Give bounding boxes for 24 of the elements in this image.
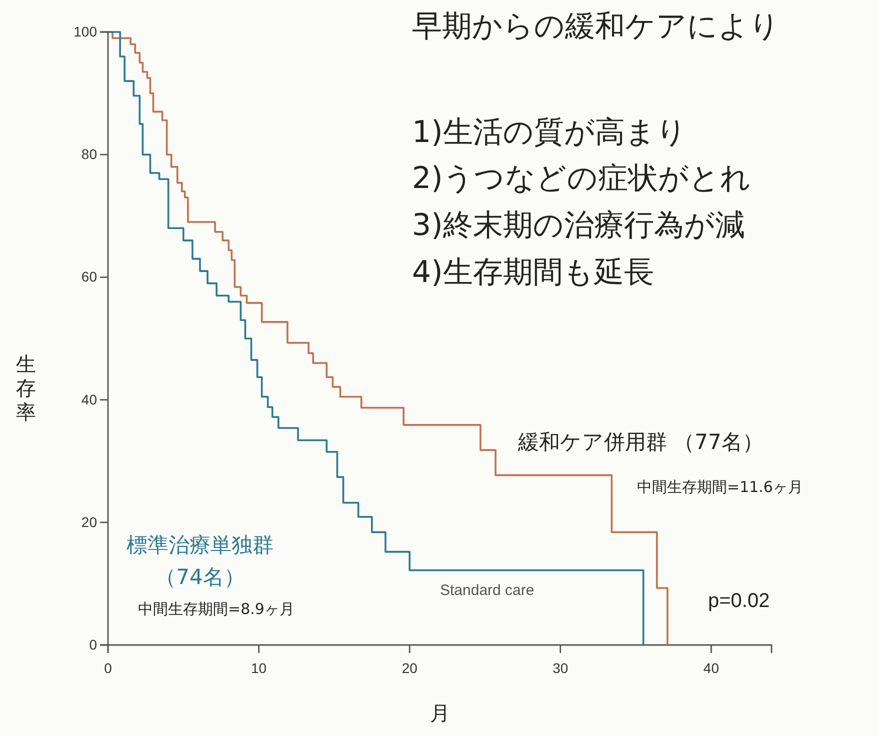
x-axis-title: 月 <box>428 700 451 727</box>
y-tick-label: 80 <box>81 146 98 162</box>
annotation: 1)生活の質が高まり <box>412 114 687 152</box>
chart-title: 早期からの緩和ケアにより <box>412 8 780 46</box>
x-tick-label: 10 <box>251 660 267 676</box>
y-tick-label: 20 <box>81 514 98 530</box>
y-tick-label: 100 <box>74 23 98 40</box>
annotation: Standard care <box>440 582 534 599</box>
x-tick-label: 20 <box>402 660 418 676</box>
annotation: 2)うつなどの症状がとれ <box>412 160 751 198</box>
x-tick-label: 30 <box>552 660 568 676</box>
annotation: 中間生存期間=8.9ヶ月 <box>138 600 294 619</box>
annotation: 4)生存期間も延長 <box>412 254 654 292</box>
y-tick-label: 40 <box>81 391 98 408</box>
annotation: 3)終末期の治療行為が減 <box>412 207 745 245</box>
series-label: 緩和ケア併用群 （77名） <box>518 429 764 456</box>
x-tick-label: 40 <box>703 660 720 676</box>
x-tick-label: 0 <box>104 660 112 676</box>
y-tick-label: 60 <box>81 268 98 285</box>
text: 標準治療単独群（74名） <box>126 532 274 590</box>
y-axis-title: 生存率 <box>16 352 36 424</box>
annotation: p=0.02 <box>708 590 770 613</box>
y-tick-label: 0 <box>89 636 98 652</box>
annotation: 中間生存期間=11.6ヶ月 <box>637 478 803 497</box>
